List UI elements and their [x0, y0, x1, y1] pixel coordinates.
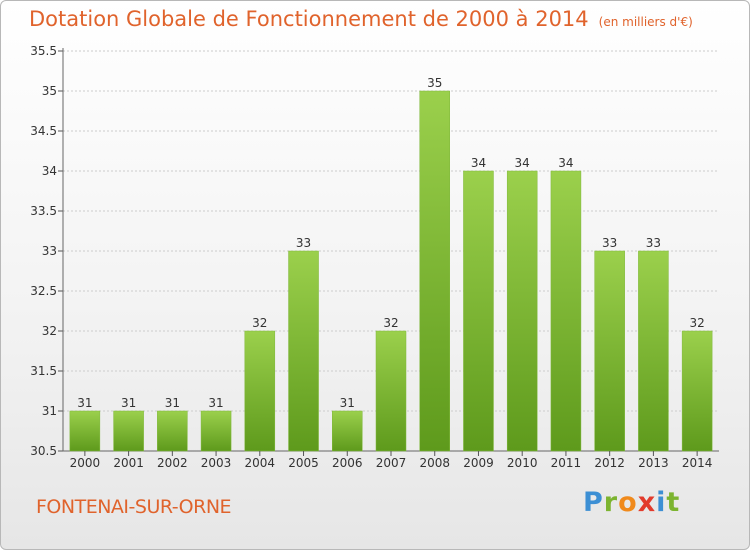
data-label: 33: [602, 236, 617, 250]
data-label: 31: [208, 396, 223, 410]
bar-2012: [594, 250, 625, 452]
x-tick-label: 2000: [70, 456, 101, 470]
data-label: 34: [558, 156, 573, 170]
bar-2013: [638, 250, 669, 452]
y-tick-label: 31: [42, 404, 57, 418]
bar-2000: [69, 410, 101, 452]
data-label: 33: [296, 236, 311, 250]
x-tick-label: 2003: [201, 456, 232, 470]
y-tick-label: 34: [42, 164, 57, 178]
x-tick-label: 2004: [245, 456, 276, 470]
chart-title: Dotation Globale de Fonctionnement de 20…: [29, 7, 693, 31]
data-label: 31: [340, 396, 355, 410]
data-label: 31: [165, 396, 180, 410]
data-label: 35: [427, 76, 442, 90]
bar-2001: [113, 410, 144, 452]
bar-2011: [550, 170, 582, 452]
x-tick-label: 2009: [463, 456, 494, 470]
data-label: 34: [471, 156, 486, 170]
bar-2003: [200, 410, 232, 452]
y-tick-label: 32.5: [30, 284, 57, 298]
bar-2008: [419, 90, 450, 452]
x-tick-label: 2002: [157, 456, 188, 470]
x-tick-label: 2014: [682, 456, 713, 470]
y-tick-label: 30.5: [30, 444, 57, 458]
bar-2010: [506, 170, 538, 452]
y-tick-label: 31.5: [30, 364, 57, 378]
x-tick-label: 2012: [594, 456, 625, 470]
proxiti-logo: Proxit: [583, 487, 681, 518]
bar-2002: [157, 410, 188, 452]
x-tick-label: 2007: [376, 456, 407, 470]
chart-title-text: Dotation Globale de Fonctionnement de 20…: [29, 7, 589, 31]
y-tick-label: 35: [42, 84, 57, 98]
y-tick-label: 32: [42, 324, 57, 338]
chart-subtitle: (en milliers d'€): [598, 15, 693, 29]
data-label: 32: [689, 316, 704, 330]
x-tick-label: 2008: [419, 456, 450, 470]
y-tick-label: 34.5: [30, 124, 57, 138]
y-tick-label: 35.5: [30, 44, 57, 58]
x-tick-label: 2011: [551, 456, 582, 470]
data-label: 33: [646, 236, 661, 250]
bar-2009: [463, 170, 494, 452]
data-label: 32: [383, 316, 398, 330]
x-tick-label: 2010: [507, 456, 538, 470]
bar-2004: [244, 330, 276, 452]
y-tick-label: 33.5: [30, 204, 57, 218]
city-name: FONTENAI-SUR-ORNE: [36, 496, 232, 518]
data-label: 32: [252, 316, 267, 330]
data-label: 34: [515, 156, 530, 170]
data-label: 31: [121, 396, 136, 410]
bar-2005: [288, 250, 319, 452]
bar-2007: [375, 330, 407, 452]
data-label: 31: [77, 396, 92, 410]
x-tick-label: 2005: [288, 456, 319, 470]
bar-2006: [332, 410, 363, 452]
x-tick-label: 2001: [113, 456, 144, 470]
y-tick-label: 33: [42, 244, 57, 258]
x-tick-label: 2006: [332, 456, 363, 470]
x-tick-label: 2013: [638, 456, 669, 470]
bar-2014: [681, 330, 713, 452]
